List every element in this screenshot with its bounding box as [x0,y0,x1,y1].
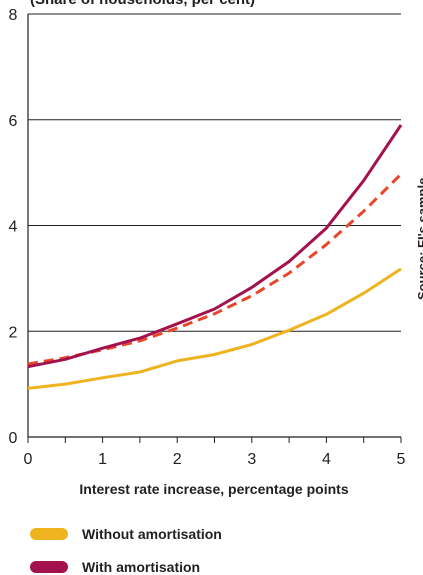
legend-swatch-crimson [30,561,68,573]
series-line-without-amortisation [27,267,402,390]
y-tick-label: 4 [9,219,18,236]
y-tick-label: 8 [9,7,18,24]
x-tick-label: 5 [397,451,406,468]
y-tick-label: 0 [9,430,18,447]
series-line-dashed [27,173,403,366]
legend-item-with-amortisation: With amortisation [30,559,200,575]
legend-swatch-yellow [30,528,68,540]
x-axis-label: Interest rate increase, percentage point… [79,481,348,497]
legend-label: Without amortisation [82,526,222,542]
x-tick-label: 3 [247,451,256,468]
series-line-with-amortisation [27,124,403,369]
legend-label: With amortisation [82,559,201,575]
x-tick-label: 4 [322,451,331,468]
y-tick-label: 6 [9,113,18,130]
x-tick-label: 2 [173,451,182,468]
legend-item-without-amortisation: Without amortisation [30,526,222,542]
y-tick-label: 2 [9,324,18,341]
source-note: Source: FI's sample. [415,174,423,300]
chart-title: (Share of households, per cent) [30,0,255,8]
x-tick-label: 0 [24,451,33,468]
x-tick-label: 1 [98,451,107,468]
